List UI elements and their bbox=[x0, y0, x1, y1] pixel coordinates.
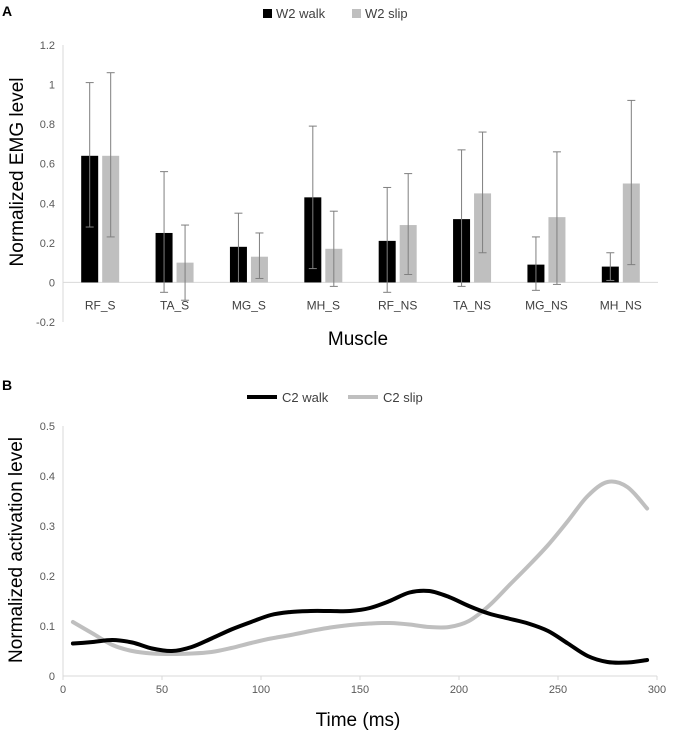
panel-b-y-tick-label: 0.1 bbox=[40, 621, 55, 633]
panel-a-label: A bbox=[2, 3, 12, 19]
panel-a-y-axis: -0.2 0 0.2 0.4 0.6 0.8 1 1.2 bbox=[36, 40, 658, 329]
panel-b-y-tick-label: 0 bbox=[49, 671, 55, 683]
category-label: RF_NS bbox=[378, 298, 417, 312]
error-bar-slip bbox=[478, 131, 487, 254]
category-label: MH_NS bbox=[600, 298, 642, 312]
error-bar-walk bbox=[606, 252, 615, 281]
panel-b-y-tick-label: 0.5 bbox=[40, 421, 55, 433]
panel-b-x-tick-label: 50 bbox=[156, 684, 168, 696]
panel-b-y-tick-label: 0.2 bbox=[40, 571, 55, 583]
panel-a-y-tick-label: -0.2 bbox=[36, 317, 55, 329]
panel-b-x-tick-label: 0 bbox=[60, 684, 66, 696]
panel-b-x-tick-label: 200 bbox=[450, 684, 468, 696]
panel-a-y-tick-label: 0 bbox=[49, 277, 55, 289]
panel-a-y-tick-label: 0.2 bbox=[40, 238, 55, 250]
panel-b-y-tick-label: 0.4 bbox=[40, 471, 55, 483]
category-label: MG_S bbox=[232, 298, 266, 312]
error-bar-slip bbox=[552, 151, 561, 285]
legend-swatch-walk bbox=[263, 9, 272, 18]
legend-label-walk: C2 walk bbox=[282, 390, 329, 405]
category-label: RF_S bbox=[85, 298, 116, 312]
error-bar-slip bbox=[181, 224, 190, 301]
panel-a-error-bars bbox=[85, 72, 636, 301]
error-bar-walk bbox=[160, 171, 169, 293]
panel-a-y-tick-label: 1 bbox=[49, 80, 55, 92]
error-bar-slip bbox=[404, 173, 413, 276]
legend-label-walk: W2 walk bbox=[276, 6, 326, 21]
panel-b-x-tick-label: 100 bbox=[252, 684, 270, 696]
legend-label-slip: C2 slip bbox=[383, 390, 423, 405]
panel-b-lines bbox=[70, 479, 650, 665]
panel-a-x-axis-title: Muscle bbox=[328, 329, 388, 350]
error-bar-walk bbox=[234, 212, 243, 283]
panel-b-x-tick-label: 150 bbox=[351, 684, 369, 696]
panel-a-bars bbox=[81, 155, 640, 283]
panel-b-x-tick-label: 250 bbox=[549, 684, 567, 696]
panel-a-y-tick-label: 0.4 bbox=[40, 198, 55, 210]
legend-swatch-slip bbox=[352, 9, 361, 18]
error-bar-walk bbox=[85, 82, 94, 228]
error-bar-slip bbox=[329, 210, 338, 287]
panel-b-chart: B 0 0.1 0.2 0.3 0.4 0.5 0 50 100 150 200 250 300 C2 … bbox=[2, 377, 666, 731]
panel-b-label: B bbox=[2, 377, 12, 393]
panel-b-axes: 0 0.1 0.2 0.3 0.4 0.5 0 50 100 150 200 250 300 bbox=[40, 421, 666, 696]
panel-a-y-tick-label: 0.6 bbox=[40, 159, 55, 171]
panel-a-legend: W2 walk W2 slip bbox=[263, 6, 408, 21]
panel-b-y-axis-title: Normalized activation level bbox=[6, 437, 27, 663]
legend-label-slip: W2 slip bbox=[365, 6, 408, 21]
error-bar-slip bbox=[106, 72, 115, 238]
category-label: MH_S bbox=[307, 298, 340, 312]
panel-b-y-tick-label: 0.3 bbox=[40, 521, 55, 533]
error-bar-slip bbox=[627, 99, 636, 266]
series-line-walk bbox=[70, 588, 650, 665]
panel-b-legend: C2 walk C2 slip bbox=[247, 390, 423, 405]
panel-a-x-axis: RF_S TA_S MG_S MH_S RF_NS TA_NS MG_NS MH_NS bbox=[85, 298, 642, 312]
panel-b-x-tick-label: 300 bbox=[648, 684, 666, 696]
panel-a-y-tick-label: 0.8 bbox=[40, 119, 55, 131]
series-line-slip bbox=[70, 479, 650, 656]
panel-a-chart: A -0.2 0 0.2 0.4 0.6 0.8 1 1.2 RF_S TA_S MG_S MH_S… bbox=[2, 3, 658, 350]
category-label: TA_S bbox=[160, 298, 189, 312]
panel-b-x-axis-title: Time (ms) bbox=[316, 710, 401, 731]
error-bar-walk bbox=[383, 186, 392, 293]
error-bar-walk bbox=[531, 236, 540, 291]
error-bar-slip bbox=[255, 232, 264, 279]
category-label: TA_NS bbox=[453, 298, 491, 312]
category-label: MG_NS bbox=[525, 298, 568, 312]
panel-a-y-tick-label: 1.2 bbox=[40, 40, 55, 52]
error-bar-walk bbox=[308, 125, 317, 270]
panel-a-y-axis-title: Normalized EMG level bbox=[7, 78, 28, 267]
error-bar-walk bbox=[457, 149, 466, 287]
